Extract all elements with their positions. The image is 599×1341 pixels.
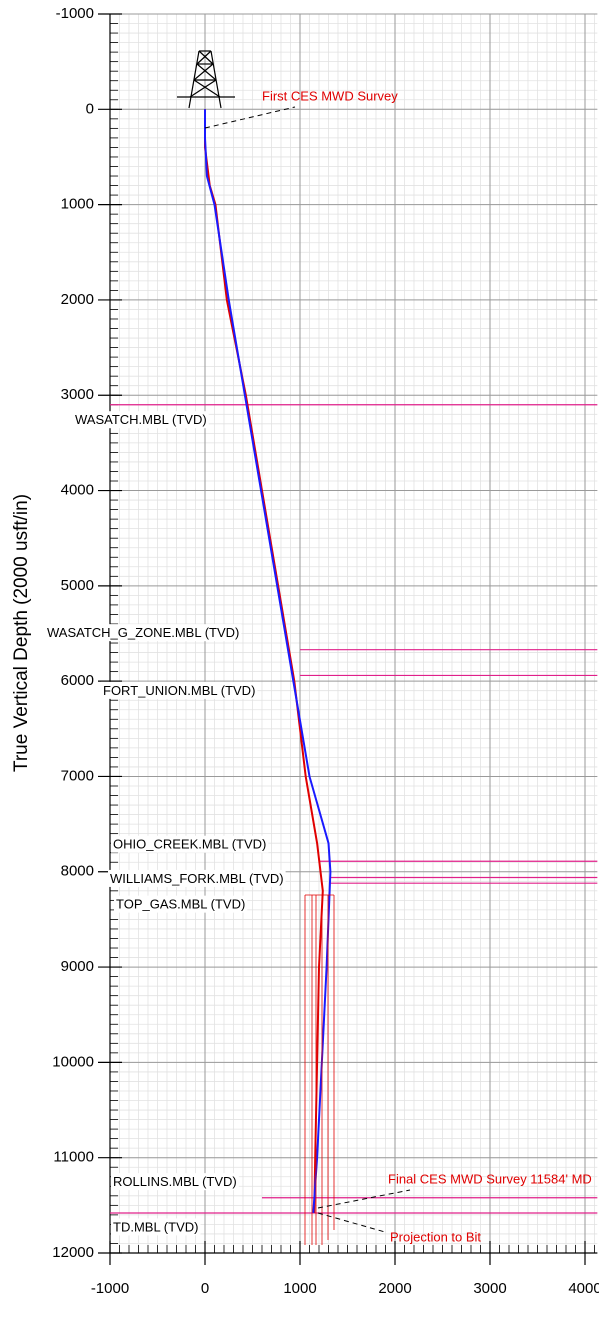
- y-tick-label: 6000: [61, 672, 94, 689]
- y-tick-label: 3000: [61, 386, 94, 403]
- label-box: [111, 1173, 239, 1191]
- formation-label: WASATCH_G_ZONE.MBL (TVD): [47, 625, 239, 640]
- label-box: [111, 835, 269, 853]
- formation-label: OHIO_CREEK.MBL (TVD): [113, 837, 266, 852]
- y-tick-label: -1000: [56, 5, 94, 22]
- x-tick-label: -1000: [91, 1280, 129, 1297]
- formation-label: TD.MBL (TVD): [113, 1219, 198, 1234]
- y-tick-label: 12000: [52, 1244, 94, 1261]
- y-tick-label: 4000: [61, 482, 94, 499]
- formation-label: FORT_UNION.MBL (TVD): [103, 683, 255, 698]
- annotation: First CES MWD Survey: [262, 88, 398, 103]
- formation-label: ROLLINS.MBL (TVD): [113, 1174, 237, 1189]
- formation-label: TOP_GAS.MBL (TVD): [116, 897, 245, 912]
- x-tick-label: 0: [201, 1280, 209, 1297]
- x-tick-label: 3000: [473, 1280, 506, 1297]
- leader-line: [317, 1212, 386, 1233]
- y-tick-label: 7000: [61, 767, 94, 784]
- y-tick-label: 1000: [61, 196, 94, 213]
- label-box: [114, 895, 248, 913]
- y-tick-label: 5000: [61, 577, 94, 594]
- formation-label: WASATCH.MBL (TVD): [75, 412, 207, 427]
- well-path: [204, 109, 332, 1214]
- formation-label: WILLIAMS_FORK.MBL (TVD): [110, 871, 284, 886]
- y-axis-label: True Vertical Depth (2000 usft/in): [11, 494, 32, 772]
- uncertainty-lines: [304, 894, 335, 1245]
- y-tick-label: 9000: [61, 958, 94, 975]
- annotation: Projection to Bit: [390, 1229, 481, 1244]
- annotation: Final CES MWD Survey 11584' MD: [388, 1171, 592, 1186]
- y-tick-label: 11000: [53, 1149, 94, 1166]
- label-box: [111, 1218, 201, 1236]
- leader-line: [317, 1189, 411, 1209]
- x-tick-label: 2000: [378, 1280, 411, 1297]
- plot: WASATCH.MBL (TVD) WASATCH_G_ZONE.MBL (TVD…: [45, 109, 598, 1236]
- y-tick-label: 10000: [52, 1053, 94, 1070]
- label-box: [108, 869, 286, 887]
- label-box: [45, 624, 242, 642]
- leader-line: [204, 106, 296, 129]
- x-tick-label: 4000: [568, 1280, 599, 1297]
- y-tick-label: 8000: [61, 863, 94, 880]
- x-tick-label: 1000: [283, 1280, 316, 1297]
- derrick: [177, 50, 235, 109]
- label-box: [73, 411, 209, 429]
- y-tick-label: 0: [86, 100, 94, 117]
- y-tick-label: 2000: [61, 291, 94, 308]
- label-box: [101, 681, 258, 699]
